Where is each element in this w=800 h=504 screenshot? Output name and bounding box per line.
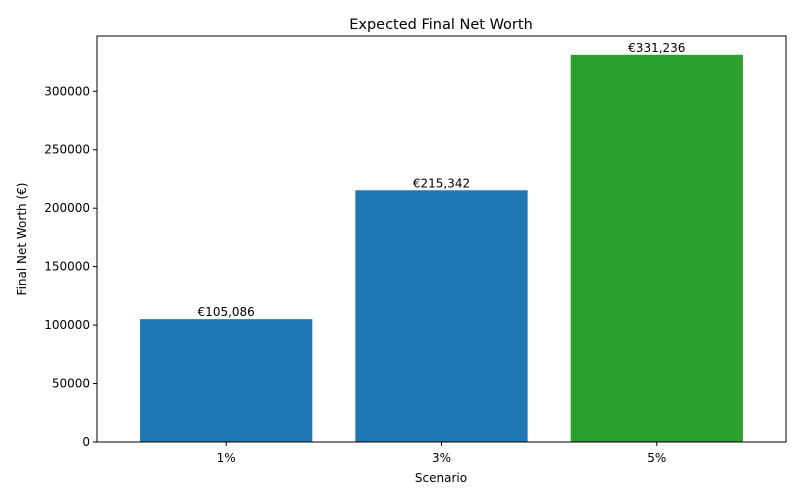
x-tick-label: 5% <box>647 451 666 465</box>
y-axis-label: Final Net Worth (€) <box>15 183 29 296</box>
data-label: €105,086 <box>198 305 255 319</box>
bar-3pct <box>355 190 528 442</box>
x-tick-label: 3% <box>432 451 451 465</box>
bar-5pct <box>570 54 743 442</box>
y-tick-label: 50000 <box>52 377 90 391</box>
data-label: €215,342 <box>413 176 470 190</box>
y-tick-label: 100000 <box>44 318 90 332</box>
chart-title: Expected Final Net Worth <box>349 17 533 33</box>
y-tick-label: 250000 <box>44 143 90 157</box>
data-label: €331,236 <box>628 41 685 55</box>
bar-1pct <box>140 319 313 442</box>
x-axis-label: Scenario <box>415 471 467 485</box>
y-tick-label: 300000 <box>44 84 90 98</box>
y-tick-label: 0 <box>82 435 90 449</box>
plot-area: €105,086 1% €215,342 3% €331,236 5% 0 50000 1000… <box>44 41 743 465</box>
x-tick-label: 1% <box>217 451 236 465</box>
y-tick-label: 150000 <box>44 260 90 274</box>
y-tick-label: 200000 <box>44 201 90 215</box>
plot-frame <box>96 35 787 443</box>
